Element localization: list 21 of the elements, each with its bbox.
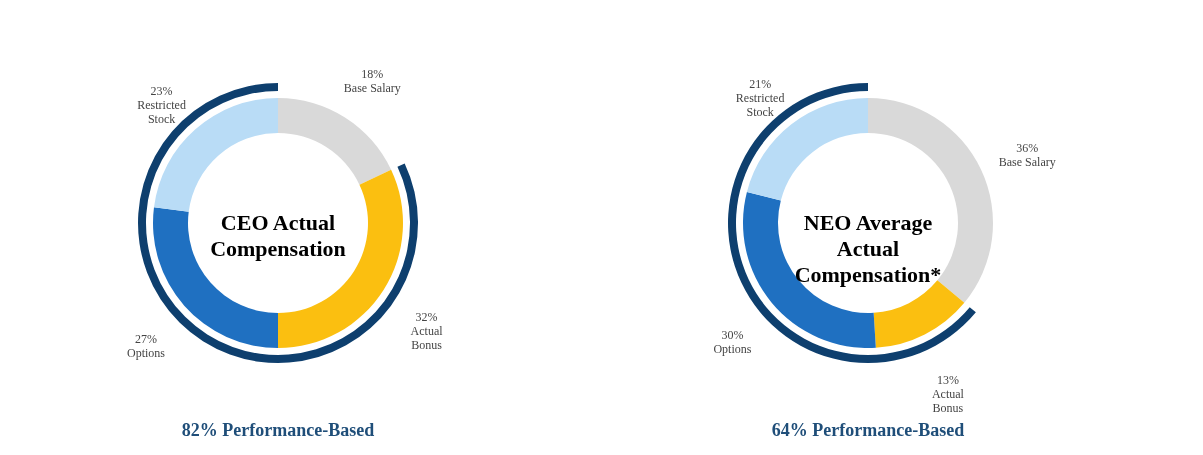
data-label: 21%	[749, 76, 772, 91]
slice-label: Base Salary	[998, 155, 1056, 170]
slice-label: Restricted Stock	[137, 97, 186, 126]
donut-slice	[278, 98, 392, 185]
data-label: 36%	[1016, 141, 1039, 156]
text: 64% Performance-Based	[771, 420, 965, 440]
data-label: 23%	[150, 83, 173, 98]
data-label: 32%	[415, 310, 438, 325]
data-label: 18%	[361, 67, 384, 82]
slice-label: Restricted Stock	[735, 90, 785, 119]
slice-label: Actual Bonus	[931, 386, 965, 415]
data-label: 13%	[936, 372, 959, 387]
data-label: 30%	[721, 328, 744, 343]
text: CEO Actual Compensation	[210, 210, 346, 261]
data-label: 27%	[134, 332, 157, 347]
slice-label: Base Salary	[343, 81, 401, 96]
text: 82% Performance-Based	[181, 420, 375, 440]
slice-label: Options	[713, 342, 752, 357]
text: NEO Average Actual Compensation*	[794, 210, 942, 287]
slice-label: Actual Bonus	[410, 324, 444, 353]
slice-label: Options	[126, 346, 166, 361]
